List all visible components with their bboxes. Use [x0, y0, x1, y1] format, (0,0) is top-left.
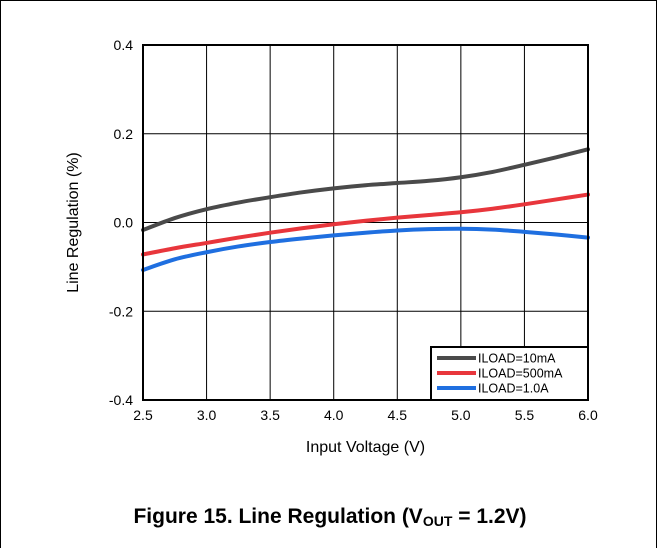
- x-tick-label: 4.0: [324, 407, 344, 423]
- legend-label: ILOAD=1.0A: [478, 382, 549, 396]
- x-tick-label: 5.0: [451, 407, 471, 423]
- x-tick-label: 3.5: [260, 407, 280, 423]
- x-tick-label: 2.5: [133, 407, 153, 423]
- y-tick-label: 0.0: [114, 215, 134, 231]
- series-group: [141, 147, 590, 272]
- y-tick-label: 0.2: [114, 126, 134, 142]
- caption-subscript: OUT: [422, 513, 453, 529]
- series-line-2: [141, 226, 590, 272]
- x-tick-labels: 2.5 3.0 3.5 4.0 4.5 5.0 5.5 6.0: [133, 407, 598, 423]
- x-tick-label: 3.0: [197, 407, 217, 423]
- y-axis-label: Line Regulation (%): [65, 152, 82, 293]
- x-tick-label: 5.5: [515, 407, 535, 423]
- x-tick-label: 6.0: [578, 407, 598, 423]
- y-tick-label: -0.2: [109, 303, 133, 319]
- caption-prefix: Figure 15. Line Regulation (V: [133, 505, 423, 528]
- x-tick-label: 4.5: [388, 407, 408, 423]
- figure-caption: Figure 15. Line Regulation (VOUT = 1.2V): [0, 505, 660, 529]
- series-line-1: [141, 192, 590, 257]
- y-tick-labels: -0.4 -0.2 0.0 0.2 0.4: [109, 37, 133, 408]
- caption-suffix: = 1.2V): [452, 505, 527, 528]
- line-chart: 2.5 3.0 3.5 4.0 4.5 5.0 5.5 6.0 -0.4 -0.2 0.0 0.2 0…: [65, 37, 598, 456]
- plot-border: [142, 44, 589, 401]
- y-tick-label: -0.4: [109, 392, 133, 408]
- x-axis-label: Input Voltage (V): [306, 439, 425, 456]
- series-line-0: [141, 147, 590, 233]
- legend-label: ILOAD=10mA: [478, 352, 556, 366]
- legend-label: ILOAD=500mA: [478, 367, 563, 381]
- y-tick-label: 0.4: [114, 37, 134, 53]
